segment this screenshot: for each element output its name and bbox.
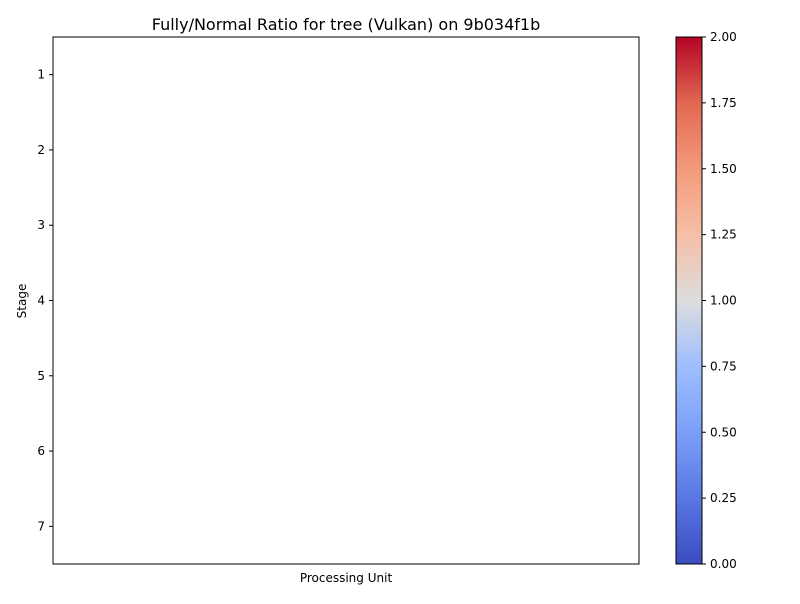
chart-title: Fully/Normal Ratio for tree (Vulkan) on … (152, 15, 541, 34)
plot-area (52, 36, 640, 565)
y-tick-label: 6 (37, 444, 45, 458)
y-axis-label: Stage (15, 284, 29, 319)
colorbar-tick-label: 2.00 (710, 30, 737, 44)
y-tick-label: 7 (37, 519, 45, 533)
colorbar (675, 36, 703, 565)
colorbar-tick-label: 0.50 (710, 425, 737, 439)
colorbar-tick-label: 1.75 (710, 96, 737, 110)
y-tick-label: 1 (37, 68, 45, 82)
colorbar-tick-label: 1.50 (710, 162, 737, 176)
colorbar-tick-label: 0.25 (710, 491, 737, 505)
y-axis-ticks: 1 2 3 4 5 6 7 (37, 68, 53, 533)
x-axis-label: Processing Unit (300, 571, 393, 585)
y-tick-label: 3 (37, 218, 45, 232)
colorbar-tick-label: 0.75 (710, 359, 737, 373)
y-tick-label: 4 (37, 294, 45, 308)
y-tick-label: 2 (37, 143, 45, 157)
y-tick-label: 5 (37, 369, 45, 383)
colorbar-tick-label: 0.00 (710, 557, 737, 571)
colorbar-tick-label: 1.00 (710, 294, 737, 308)
colorbar-ticks: 0.00 0.25 0.50 0.75 1.00 1.25 1.50 1.75 2.00 (702, 30, 737, 571)
colorbar-tick-label: 1.25 (710, 228, 737, 242)
